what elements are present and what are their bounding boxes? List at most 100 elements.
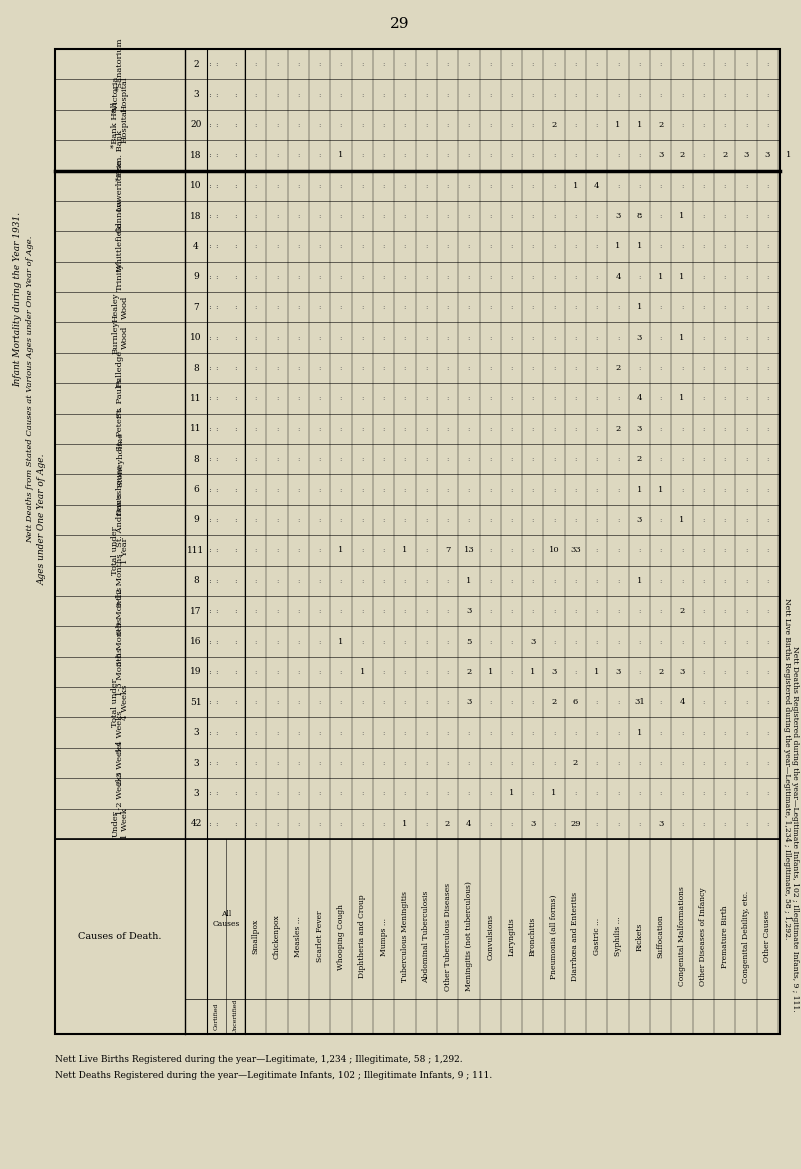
Text: Nett Deaths Registered during the year—Legitimate Infants, 102 ; Illegitimate In: Nett Deaths Registered during the year—L… — [791, 646, 799, 1012]
Text: :: : — [404, 272, 406, 281]
Text: :: : — [638, 637, 641, 645]
Text: :: : — [446, 272, 449, 281]
Text: :: : — [361, 242, 364, 250]
Text: :: : — [215, 789, 218, 797]
Text: :: : — [446, 485, 449, 493]
Text: :: : — [319, 303, 321, 311]
Text: :: : — [340, 60, 342, 68]
Text: :: : — [702, 759, 705, 767]
Text: :: : — [340, 698, 342, 706]
Text: :: : — [382, 637, 384, 645]
Text: :: : — [425, 272, 428, 281]
Text: :: : — [702, 60, 705, 68]
Text: :: : — [745, 576, 747, 584]
Text: :: : — [361, 637, 364, 645]
Text: :: : — [208, 546, 211, 554]
Text: St. Peter's: St. Peter's — [116, 407, 124, 450]
Text: 18: 18 — [191, 151, 202, 160]
Text: :: : — [234, 667, 237, 676]
Text: :: : — [681, 455, 683, 463]
Text: :: : — [596, 151, 598, 159]
Text: :: : — [510, 455, 513, 463]
Text: :: : — [489, 303, 491, 311]
Text: :: : — [234, 637, 237, 645]
Text: 1-3 Months: 1-3 Months — [116, 648, 124, 696]
Text: :: : — [234, 90, 237, 98]
Text: :: : — [745, 546, 747, 554]
Text: :: : — [489, 546, 491, 554]
Text: :: : — [723, 181, 726, 189]
Text: :: : — [596, 333, 598, 341]
Text: :: : — [340, 728, 342, 736]
Text: :: : — [361, 333, 364, 341]
Text: :: : — [510, 90, 513, 98]
Text: 1: 1 — [360, 667, 365, 676]
Text: :: : — [425, 60, 428, 68]
Text: Burnley
Wood: Burnley Wood — [111, 321, 129, 354]
Text: :: : — [234, 485, 237, 493]
Text: :: : — [489, 819, 491, 828]
Text: :: : — [596, 364, 598, 372]
Text: 9: 9 — [193, 272, 199, 282]
Text: 3: 3 — [637, 333, 642, 341]
Text: 1: 1 — [637, 576, 642, 584]
Text: Measles ...: Measles ... — [294, 916, 302, 957]
Text: :: : — [766, 242, 768, 250]
Text: :: : — [553, 212, 555, 220]
Text: :: : — [215, 120, 218, 129]
Text: 1: 1 — [573, 181, 578, 189]
Text: :: : — [404, 212, 406, 220]
Text: :: : — [208, 667, 211, 676]
Text: 3-4 Weeks: 3-4 Weeks — [116, 711, 124, 754]
Text: :: : — [446, 394, 449, 402]
Text: :: : — [361, 90, 364, 98]
Text: 1: 1 — [637, 303, 642, 311]
Text: :: : — [574, 151, 577, 159]
Text: :: : — [638, 181, 641, 189]
Text: :: : — [553, 151, 555, 159]
Text: :: : — [340, 607, 342, 615]
Text: :: : — [574, 60, 577, 68]
Text: :: : — [446, 151, 449, 159]
Text: :: : — [532, 272, 534, 281]
Text: :: : — [234, 364, 237, 372]
Text: :: : — [208, 759, 211, 767]
Text: :: : — [361, 212, 364, 220]
Text: :: : — [215, 424, 218, 433]
Text: :: : — [596, 424, 598, 433]
Text: :: : — [681, 728, 683, 736]
Text: 111: 111 — [187, 546, 204, 555]
Text: :: : — [702, 303, 705, 311]
Text: :: : — [382, 698, 384, 706]
Text: :: : — [276, 667, 278, 676]
Text: :: : — [208, 576, 211, 584]
Text: :: : — [553, 728, 555, 736]
Text: :: : — [745, 698, 747, 706]
Text: :: : — [319, 60, 321, 68]
Text: :: : — [319, 576, 321, 584]
Text: :: : — [234, 60, 237, 68]
Text: :: : — [510, 546, 513, 554]
Text: :: : — [659, 242, 662, 250]
Text: :: : — [425, 151, 428, 159]
Text: :: : — [319, 394, 321, 402]
Text: :: : — [468, 424, 470, 433]
Text: :: : — [234, 424, 237, 433]
Text: :: : — [574, 212, 577, 220]
Text: :: : — [766, 485, 768, 493]
Text: Other Causes: Other Causes — [763, 911, 771, 962]
Text: :: : — [723, 272, 726, 281]
Text: :: : — [596, 698, 598, 706]
Text: :: : — [297, 607, 300, 615]
Text: :: : — [382, 789, 384, 797]
Text: 10: 10 — [191, 181, 202, 191]
Text: :: : — [382, 364, 384, 372]
Text: :: : — [532, 455, 534, 463]
Text: :: : — [723, 424, 726, 433]
Text: :: : — [404, 303, 406, 311]
Text: :: : — [468, 728, 470, 736]
Text: 6: 6 — [573, 698, 578, 706]
Text: :: : — [574, 576, 577, 584]
Text: :: : — [208, 242, 211, 250]
Text: :: : — [723, 242, 726, 250]
